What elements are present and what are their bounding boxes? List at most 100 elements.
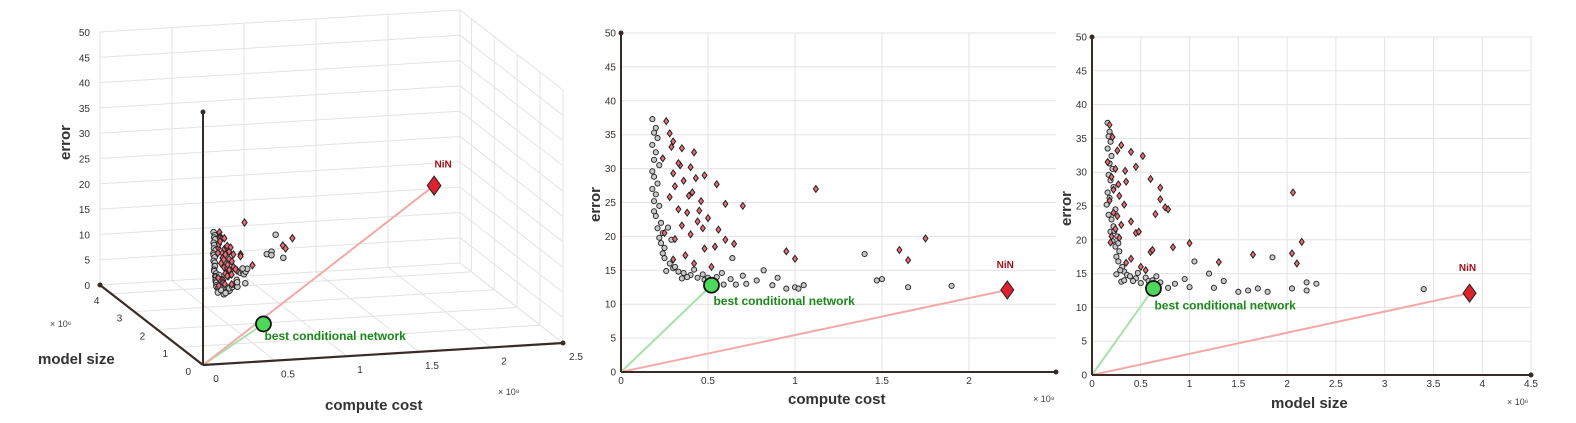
gray-point: [1303, 279, 1310, 286]
gray-point: [948, 282, 955, 289]
x-axis-line: [202, 341, 564, 367]
x-tick-label: 1.5: [1231, 379, 1245, 390]
nin-line: [202, 184, 435, 366]
grid-line-side-z: [459, 212, 564, 293]
gray-point: [861, 250, 868, 258]
z-tick-label: 10: [79, 230, 91, 241]
y-tick-label: 20: [605, 232, 617, 243]
y-tick-label: 15: [1076, 269, 1088, 280]
grid-line-back-z: [99, 161, 461, 185]
gray-point: [664, 224, 672, 231]
gray-point: [743, 280, 750, 287]
y-tick-label: 50: [1076, 33, 1088, 44]
red-point: [228, 279, 235, 289]
y-tick-label: 10: [605, 300, 617, 311]
z-tick-label: 50: [79, 28, 91, 39]
red-point: [230, 249, 237, 259]
chart-3d-y-exponent: × 10⁶: [50, 319, 72, 329]
red-point: [1186, 238, 1193, 248]
gray-point: [649, 168, 656, 175]
gray-point: [753, 277, 760, 284]
gray-point: [1117, 267, 1124, 274]
red-point: [1110, 185, 1117, 195]
gray-point: [1269, 254, 1276, 261]
gray-point: [1181, 275, 1188, 283]
gray-point: [732, 281, 739, 288]
red-point: [1298, 237, 1305, 247]
red-point: [1149, 245, 1156, 255]
red-point: [1108, 172, 1115, 182]
red-point: [1108, 232, 1115, 241]
red-point: [670, 169, 677, 178]
x-tick-label: 0.5: [281, 370, 295, 381]
gray-point: [1210, 284, 1217, 291]
red-point: [1109, 132, 1116, 142]
y-tick-label: 30: [605, 164, 617, 175]
gray-point: [272, 231, 279, 238]
nin-point: [426, 175, 442, 196]
red-point: [692, 173, 699, 183]
gray-point: [675, 268, 682, 275]
gray-point: [873, 277, 880, 284]
red-point: [691, 259, 698, 268]
red-point: [1118, 140, 1125, 150]
chart-size-vs-error: best conditional network NiN 0 0.5 1 1.5 2 2.5…: [1058, 33, 1538, 413]
red-point: [1152, 209, 1159, 219]
best-network-point: [703, 276, 720, 294]
chart-3d-x-exponent: × 10⁸: [498, 387, 520, 397]
y-tick-label: 15: [605, 266, 617, 277]
y-axis-line: [99, 284, 204, 366]
red-point: [666, 192, 673, 202]
gray-point: [800, 282, 807, 289]
red-point: [1115, 180, 1122, 189]
x-tick-label: 1: [1187, 379, 1193, 390]
red-point: [671, 181, 679, 191]
red-point: [701, 171, 708, 180]
grid-line-back-z: [99, 237, 461, 261]
red-point: [697, 196, 705, 206]
best-network-label: best conditional network: [264, 329, 406, 343]
red-point: [1157, 183, 1164, 193]
red-point: [249, 260, 256, 270]
gray-point: [699, 271, 706, 278]
gray-point: [651, 129, 658, 136]
red-point: [685, 191, 692, 200]
y-tick-label: 0: [610, 368, 616, 379]
gray-point: [783, 285, 790, 292]
y-tick-label: 5: [610, 334, 616, 345]
gray-point: [666, 260, 673, 267]
y-tick-label: 3: [117, 314, 123, 325]
red-point: [1165, 205, 1172, 214]
red-point: [704, 213, 712, 223]
red-point: [715, 225, 722, 234]
y-axis-end-dot: [97, 282, 103, 288]
red-point: [701, 244, 708, 253]
gray-point: [795, 285, 802, 292]
red-point: [791, 254, 799, 264]
chart-size-ylabel: error: [1058, 191, 1075, 226]
red-point: [694, 217, 701, 226]
gray-point: [1129, 277, 1137, 285]
gray-point: [1303, 287, 1310, 294]
gray-point: [1264, 288, 1271, 295]
gray-point: [657, 240, 665, 247]
grid-line-side-z: [459, 186, 564, 268]
red-point: [241, 218, 248, 227]
red-point: [1157, 194, 1164, 204]
gray-point: [1186, 284, 1193, 291]
x-tick-label: 2.5: [569, 352, 583, 363]
y-axis-end-dot: [1089, 34, 1095, 40]
grid-line-floor-y: [157, 306, 518, 330]
gray-point: [774, 274, 781, 281]
grid-line-side-z: [459, 34, 564, 116]
red-point: [699, 224, 706, 233]
z-tick-label: 20: [79, 180, 91, 191]
gray-point: [1108, 216, 1115, 223]
red-point: [661, 228, 668, 238]
gray-point: [649, 116, 656, 123]
gray-point: [769, 282, 776, 289]
red-point: [1106, 120, 1113, 130]
gray-point: [1121, 277, 1128, 284]
red-point: [1123, 177, 1130, 186]
